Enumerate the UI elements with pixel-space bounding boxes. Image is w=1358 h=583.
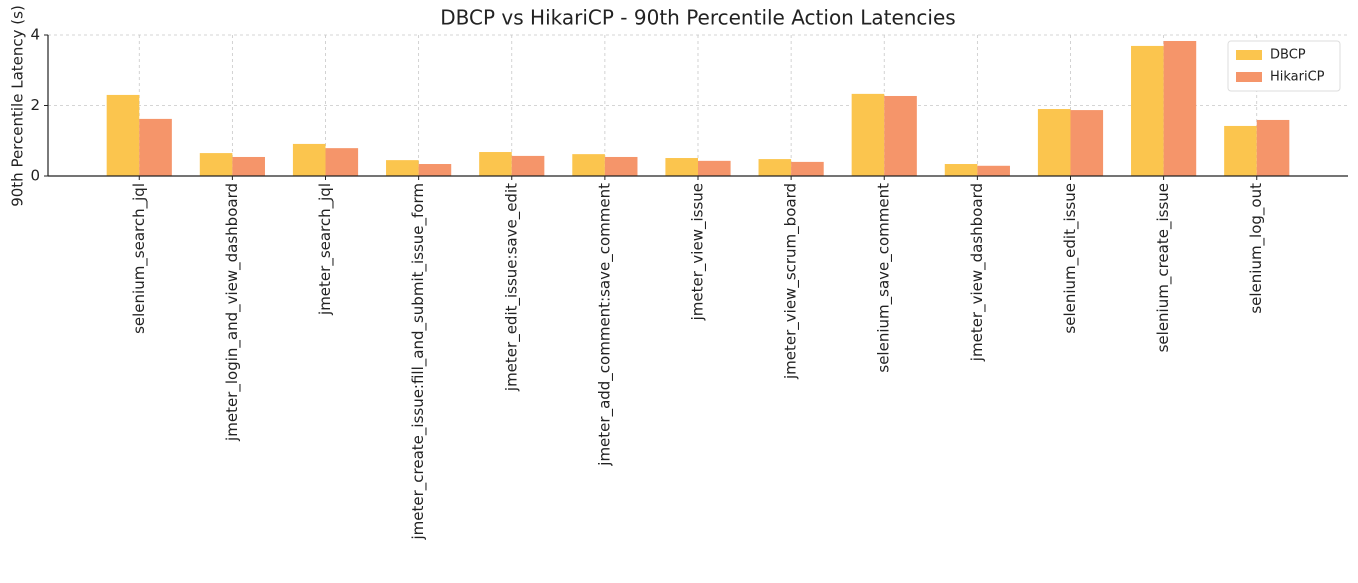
x-tick-label: selenium_search_jql	[130, 183, 149, 334]
legend-swatch	[1236, 72, 1262, 82]
bar	[325, 148, 359, 176]
x-tick-label: jmeter_view_issue	[689, 183, 708, 321]
y-tick-label: 4	[30, 26, 40, 44]
bar	[1070, 110, 1104, 176]
bar	[106, 94, 140, 176]
x-tick-label: jmeter_search_jql	[316, 183, 335, 316]
x-tick-label: selenium_save_comment	[875, 183, 894, 373]
bar	[1256, 119, 1290, 176]
bar	[977, 165, 1010, 176]
bar	[604, 156, 638, 176]
bar	[758, 159, 792, 176]
bar	[1163, 40, 1197, 177]
bar	[1037, 109, 1071, 176]
legend-label: DBCP	[1270, 48, 1306, 63]
x-tick-label: selenium_create_issue	[1154, 183, 1173, 352]
x-tick-label: selenium_log_out	[1247, 183, 1266, 314]
x-tick-label: jmeter_view_scrum_board	[782, 183, 801, 380]
bar	[418, 164, 452, 176]
bar	[232, 156, 265, 176]
x-tick-label: jmeter_create_issue:fill_and_submit_issu…	[409, 183, 428, 541]
x-tick-label: jmeter_view_dashboard	[968, 183, 987, 362]
legend-swatch	[1236, 50, 1262, 60]
y-axis-label: 90th Percentile Latency (s)	[9, 5, 27, 207]
bar	[1131, 45, 1164, 176]
bar	[698, 160, 731, 176]
bar	[791, 161, 824, 176]
legend-label: HikariCP	[1270, 70, 1325, 85]
bar	[199, 153, 233, 176]
bar	[139, 118, 172, 176]
y-tick-label: 0	[30, 167, 40, 185]
bar	[851, 93, 885, 176]
bar	[292, 143, 326, 176]
x-tick-label: selenium_edit_issue	[1061, 183, 1080, 334]
chart-title: DBCP vs HikariCP - 90th Percentile Actio…	[440, 6, 955, 30]
bar	[944, 164, 978, 176]
bar	[386, 160, 419, 176]
x-tick-label: jmeter_login_and_view_dashboard	[223, 183, 242, 442]
x-tick-label: jmeter_edit_issue:save_edit	[502, 183, 521, 392]
bar	[572, 154, 605, 176]
bar	[665, 158, 698, 176]
bar	[479, 152, 512, 176]
y-tick-label: 2	[30, 96, 40, 114]
bar	[511, 155, 545, 176]
bar	[1224, 125, 1257, 176]
bar	[884, 95, 917, 176]
x-tick-label: jmeter_add_comment:save_comment	[595, 183, 614, 467]
